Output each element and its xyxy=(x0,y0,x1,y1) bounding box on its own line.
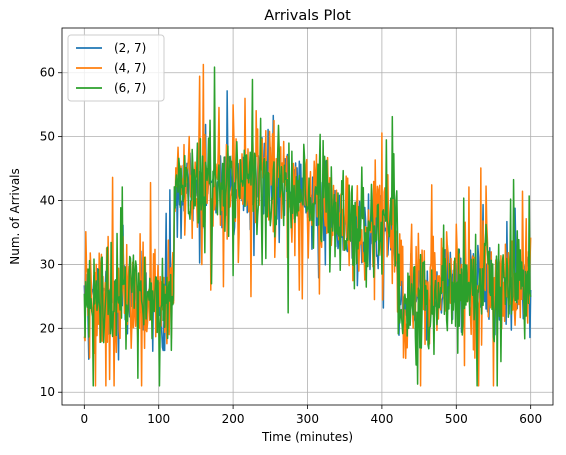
legend-box xyxy=(67,34,165,102)
y-tick-label: 30 xyxy=(40,257,55,271)
legend-label: (6, 7) xyxy=(114,81,146,95)
x-tick-label: 100 xyxy=(147,412,170,426)
y-tick-label: 10 xyxy=(40,385,55,399)
x-tick-label: 500 xyxy=(445,412,468,426)
series-layer xyxy=(83,63,532,387)
y-axis-ticks: 10 20 30 40 50 60 xyxy=(40,66,62,399)
x-tick-label: 400 xyxy=(370,412,393,426)
x-tick-label: 0 xyxy=(80,412,88,426)
series-line xyxy=(83,66,532,387)
y-axis-label: Num. of Arrivals xyxy=(8,168,22,265)
legend: (2, 7) (4, 7) (6, 7) xyxy=(67,34,165,102)
y-tick-label: 40 xyxy=(40,194,55,208)
legend-label: (2, 7) xyxy=(114,41,146,55)
y-tick-label: 20 xyxy=(40,321,55,335)
y-tick-label: 50 xyxy=(40,130,55,144)
x-tick-label: 600 xyxy=(519,412,542,426)
x-axis-ticks: 0 100 200 300 400 500 600 xyxy=(80,405,542,426)
x-axis-label: Time (minutes) xyxy=(261,430,353,444)
y-tick-label: 60 xyxy=(40,66,55,80)
chart-title: Arrivals Plot xyxy=(264,8,351,24)
x-tick-label: 200 xyxy=(222,412,245,426)
x-tick-label: 300 xyxy=(296,412,319,426)
legend-label: (4, 7) xyxy=(114,61,146,75)
